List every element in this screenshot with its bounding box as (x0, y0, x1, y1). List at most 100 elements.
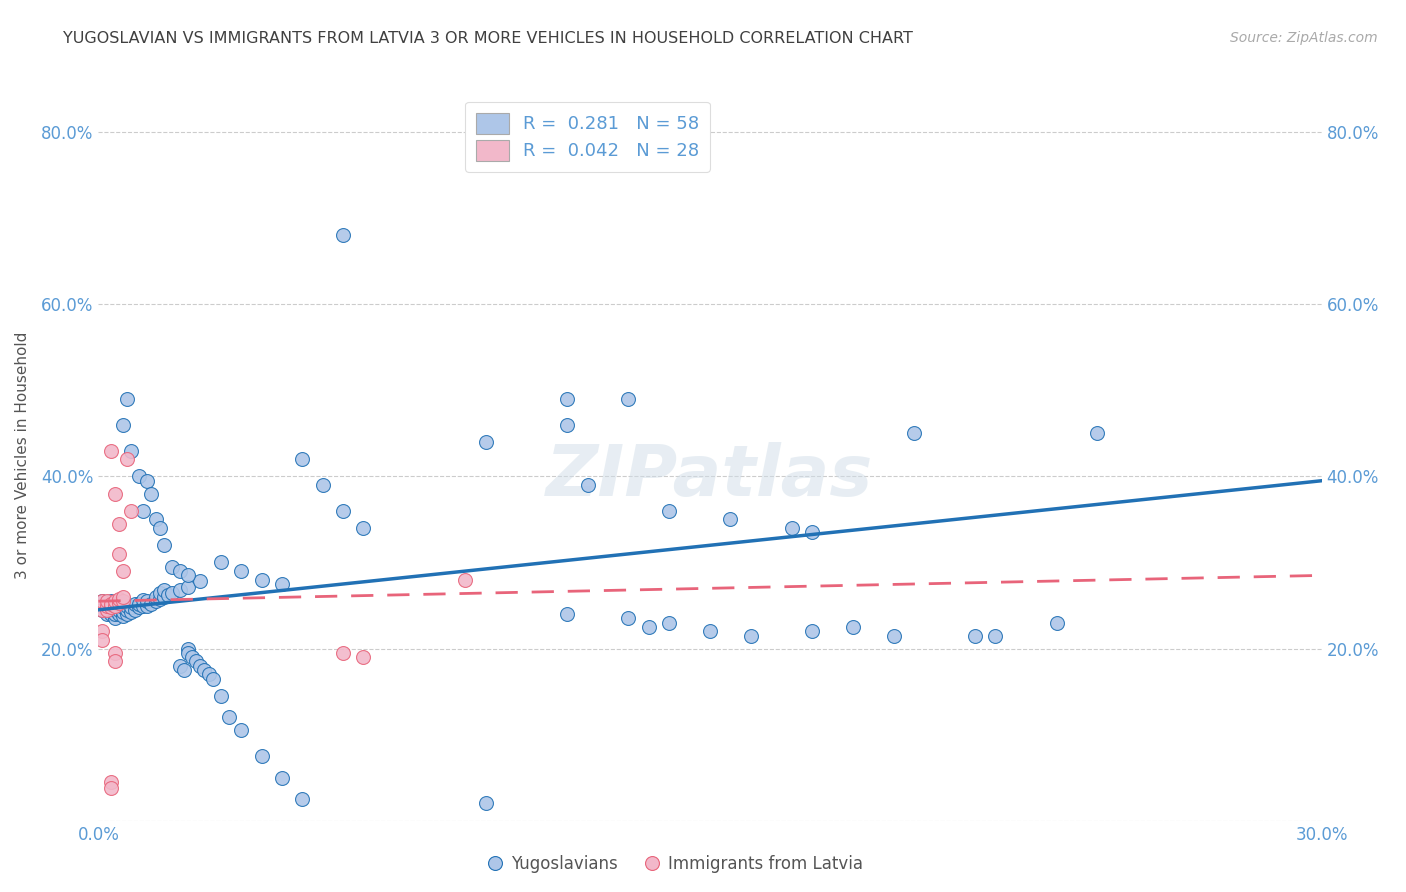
Legend: Yugoslavians, Immigrants from Latvia: Yugoslavians, Immigrants from Latvia (479, 848, 870, 880)
Text: ZIPatlas: ZIPatlas (547, 442, 873, 511)
Point (149, 585, 172, 599)
Point (186, 655, 208, 669)
Point (841, 620, 863, 634)
Point (128, 597, 150, 611)
Point (160, 585, 183, 599)
Point (111, 590, 134, 604)
Point (801, 525, 824, 540)
Point (104, 655, 127, 669)
Point (152, 590, 174, 604)
Point (91, 624, 114, 639)
Point (332, 504, 354, 518)
Point (209, 556, 232, 570)
Point (231, 564, 253, 578)
Point (637, 620, 661, 634)
Point (132, 504, 155, 518)
Point (291, 792, 314, 806)
Point (111, 605, 134, 619)
Point (91, 603, 114, 617)
Point (617, 392, 640, 406)
Point (104, 646, 127, 660)
Point (108, 607, 131, 621)
Point (120, 504, 142, 518)
Point (177, 641, 200, 656)
Point (111, 564, 134, 578)
Point (718, 512, 742, 526)
Point (100, 607, 122, 621)
Point (250, 749, 273, 764)
Point (1085, 426, 1108, 441)
Point (332, 646, 354, 660)
Point (658, 504, 681, 518)
Point (96, 603, 118, 617)
Point (617, 611, 640, 625)
Point (250, 573, 273, 587)
Point (108, 599, 131, 613)
Point (555, 392, 579, 406)
Point (120, 443, 142, 458)
Point (152, 538, 174, 552)
Point (160, 559, 183, 574)
Point (181, 650, 204, 665)
Point (145, 590, 167, 604)
Point (132, 599, 155, 613)
Point (104, 611, 127, 625)
Point (197, 667, 219, 681)
Point (115, 607, 138, 621)
Point (100, 594, 122, 608)
Point (100, 775, 122, 789)
Point (91, 603, 114, 617)
Text: Source: ZipAtlas.com: Source: ZipAtlas.com (1230, 31, 1378, 45)
Point (965, 629, 987, 643)
Point (740, 629, 762, 643)
Point (149, 521, 172, 535)
Point (801, 624, 824, 639)
Point (108, 594, 131, 608)
Point (91, 594, 114, 608)
Point (780, 521, 803, 535)
Point (132, 593, 155, 607)
Point (91, 599, 114, 613)
Point (145, 512, 167, 526)
Point (152, 582, 174, 597)
Point (291, 452, 314, 467)
Point (188, 658, 212, 673)
Point (177, 646, 200, 660)
Point (96, 599, 118, 613)
Point (136, 594, 159, 608)
Point (120, 600, 142, 615)
Point (352, 650, 374, 665)
Point (177, 568, 200, 582)
Point (352, 521, 374, 535)
Point (141, 597, 163, 611)
Point (111, 594, 134, 608)
Point (177, 580, 200, 594)
Point (100, 443, 122, 458)
Point (108, 603, 131, 617)
Point (141, 486, 163, 500)
Point (136, 474, 159, 488)
Point (115, 392, 138, 406)
Point (576, 478, 599, 492)
Point (91, 594, 114, 608)
Point (120, 606, 142, 620)
Point (96, 594, 118, 608)
Point (104, 486, 127, 500)
Legend: R =  0.281   N = 58, R =  0.042   N = 28: R = 0.281 N = 58, R = 0.042 N = 28 (465, 102, 710, 171)
Point (100, 600, 122, 615)
Point (1045, 615, 1069, 630)
Point (100, 597, 122, 611)
Point (903, 426, 925, 441)
Point (124, 603, 146, 617)
Point (108, 516, 131, 531)
Point (128, 469, 150, 483)
Point (658, 615, 681, 630)
Point (111, 417, 134, 432)
Point (145, 594, 167, 608)
Point (91, 632, 114, 647)
Point (156, 588, 179, 602)
Point (111, 608, 134, 623)
Point (883, 629, 905, 643)
Point (474, 797, 498, 811)
Point (111, 600, 134, 615)
